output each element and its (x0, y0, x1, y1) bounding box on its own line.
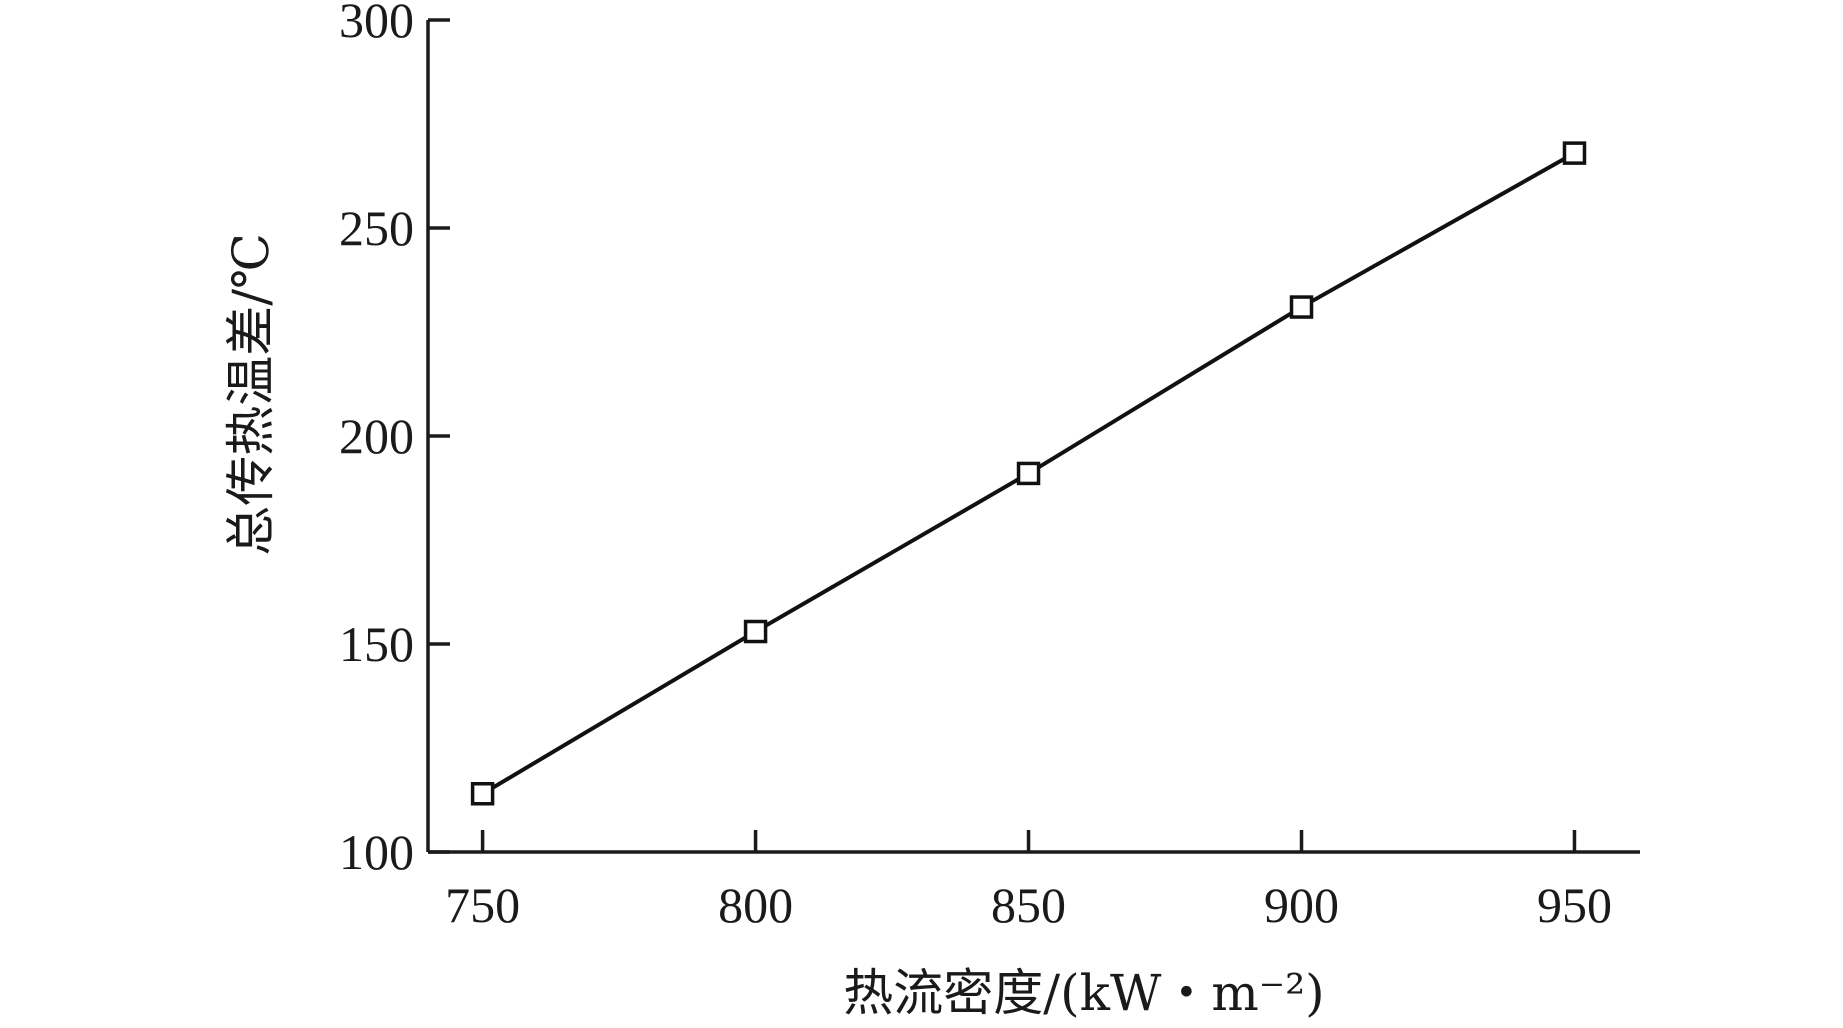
data-point-marker (743, 619, 768, 644)
x-tick-label: 800 (718, 877, 793, 933)
data-point-marker (1289, 295, 1314, 319)
x-axis-title: 热流密度/(kW・m⁻²) (843, 964, 1324, 1022)
data-point-marker (1016, 461, 1041, 486)
y-axis-title: 总传热温差/℃ (222, 233, 280, 556)
y-tick-label: 100 (339, 824, 414, 880)
data-point-marker (1562, 141, 1587, 165)
series-layer (470, 141, 1587, 806)
x-tick-label: 950 (1537, 877, 1612, 933)
axes (426, 20, 1640, 854)
y-tick-label: 250 (339, 200, 414, 256)
x-tick-label: 850 (991, 877, 1066, 933)
y-tick-label: 200 (339, 408, 414, 464)
y-tick-label: 300 (339, 0, 414, 48)
x-ticks: 750 800 850 900 950 (445, 830, 1612, 933)
data-point-marker (470, 782, 495, 806)
y-tick-label: 150 (339, 616, 414, 672)
x-tick-label: 750 (445, 877, 520, 933)
y-ticks: 100 150 200 250 300 (339, 0, 450, 880)
x-tick-label: 900 (1264, 877, 1339, 933)
